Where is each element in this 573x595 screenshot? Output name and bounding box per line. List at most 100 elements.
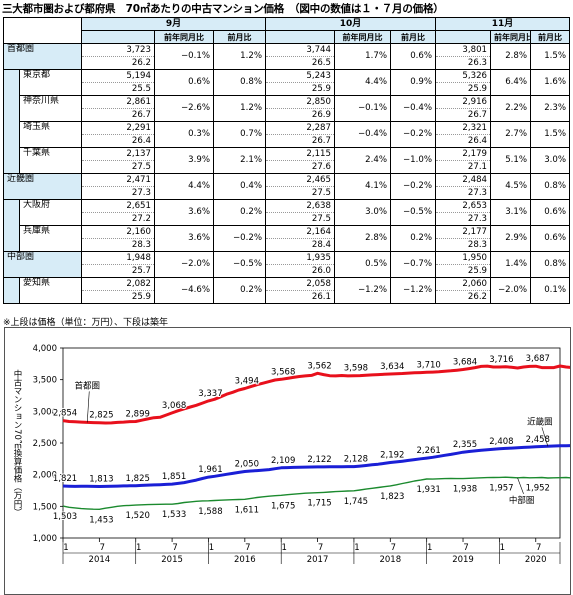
- data-label-chubu: 1,745: [344, 497, 368, 507]
- data-label-kinki: 2,050: [235, 460, 259, 470]
- building-age-value: 26.0: [265, 264, 335, 278]
- prefecture-name: 東京都: [19, 69, 82, 96]
- price-value: 2,638: [265, 199, 335, 213]
- yoy-value: 6.4%: [490, 69, 532, 96]
- table-row-age: 27.2 27.5 27.3: [4, 212, 570, 226]
- y-tick-label: 2,000: [33, 471, 57, 481]
- mom-value: 1.2%: [213, 43, 266, 70]
- series-leader-shutoken: [86, 391, 90, 423]
- yoy-value: 3.0%: [334, 199, 391, 226]
- price-value: 2,916: [435, 95, 492, 109]
- table-row-age: 26.4 26.7 26.4: [4, 134, 570, 148]
- data-label-kinki: 1,821: [53, 474, 77, 484]
- x-tick-label: 7: [318, 543, 323, 553]
- data-label-shutoken: 3,684: [453, 358, 477, 368]
- price-value: 2,321: [435, 121, 492, 135]
- x-tick-label: 7: [391, 543, 396, 553]
- mom-value: −0.2%: [389, 121, 437, 148]
- mom-value: 2.3%: [530, 95, 571, 122]
- mom-value: −0.2%: [389, 173, 437, 200]
- data-label-chubu: 1,611: [235, 505, 259, 515]
- x-tick-label: 7: [172, 543, 177, 553]
- yoy-value: −0.1%: [334, 95, 391, 122]
- x-year-label: 2015: [161, 555, 183, 565]
- yoy-value: 2.8%: [490, 43, 532, 70]
- header-yoy: 前年同月比: [490, 30, 532, 44]
- price-value: 1,935: [265, 251, 335, 265]
- data-label-kinki: 2,408: [489, 437, 513, 447]
- series-line-chubu: [62, 476, 570, 511]
- data-label-chubu: 1,453: [89, 515, 113, 525]
- data-label-chubu: 1,588: [198, 507, 222, 517]
- yoy-value: −2.0%: [154, 251, 214, 278]
- building-age-value: 27.5: [81, 160, 155, 174]
- indent-cell: [3, 95, 20, 122]
- building-age-value: 25.7: [81, 264, 155, 278]
- mom-value: 0.1%: [530, 277, 571, 304]
- mom-value: −0.5%: [389, 199, 437, 226]
- yoy-value: 3.9%: [154, 147, 214, 174]
- building-age-value: 26.4: [435, 134, 492, 148]
- price-value: 1,950: [435, 251, 492, 265]
- yoy-value: 2.9%: [490, 225, 532, 252]
- page-title: 三大都市圏および都府県 70㎡あたりの中古マンション価格 （図中の数値は１・７月…: [2, 3, 444, 15]
- building-age-value: 25.9: [435, 82, 492, 96]
- region-name: 首都圏: [3, 43, 82, 70]
- table-row: 千葉県 2,137 3.9% 2.1% 2,115 2.4% −1.0% 2,179 5.1% 3…: [3, 147, 571, 174]
- building-age-value: 25.5: [81, 82, 155, 96]
- mom-value: −0.4%: [389, 95, 437, 122]
- data-label-shutoken: 3,568: [271, 367, 295, 377]
- x-tick-label: 1: [281, 543, 286, 553]
- series-name-kinki: 近畿圏: [527, 416, 553, 427]
- yoy-value: 0.6%: [154, 69, 214, 96]
- price-table: 9月 10月 11月 前年同月比 前月比 前年同月比 前月比 前年同月比 前月比 首都圏 3,723…: [3, 17, 571, 304]
- data-label-chubu: 1,931: [416, 485, 440, 495]
- price-value: 2,850: [265, 95, 335, 109]
- data-label-chubu: 1,715: [307, 499, 331, 509]
- price-value: 2,651: [81, 199, 155, 213]
- mom-value: −0.2%: [213, 225, 266, 252]
- mom-value: −1.2%: [389, 277, 437, 304]
- x-year-label: 2014: [89, 555, 111, 565]
- prefecture-name: 愛知県: [19, 277, 82, 304]
- x-tick-label: 1: [354, 543, 359, 553]
- y-tick-label: 2,500: [33, 439, 57, 449]
- series-name-chubu: 中部圏: [509, 495, 535, 506]
- x-tick-label: 7: [100, 543, 105, 553]
- table-row-age: 28.3 28.4 28.3: [4, 238, 570, 252]
- building-age-value: 26.3: [435, 56, 492, 70]
- header-mom: 前月比: [213, 30, 266, 44]
- header-mom: 前月比: [389, 30, 437, 44]
- building-age-value: 26.2: [435, 290, 492, 304]
- table-row-age: 27.5 27.6 27.1: [4, 160, 570, 174]
- building-age-value: 27.5: [265, 186, 335, 200]
- header-blank: [3, 17, 82, 44]
- data-label-shutoken: 3,710: [416, 360, 440, 370]
- chart-container: 1,000 1,500 2,000 2,500 3,000 3,500 4,000 中古マンシ…: [4, 327, 571, 595]
- indent-cell: [3, 277, 20, 304]
- prefecture-name: 神奈川県: [19, 95, 82, 122]
- building-age-value: 27.6: [265, 160, 335, 174]
- data-label-chubu: 1,952: [526, 484, 550, 494]
- table-row: 東京都 5,194 0.6% 0.8% 5,243 4.4% 0.9% 5,326 6.4% 1.…: [3, 69, 571, 96]
- yoy-value: 2.7%: [490, 121, 532, 148]
- y-tick-label: 3,500: [33, 376, 57, 386]
- prefecture-name: 兵庫県: [19, 225, 82, 252]
- data-label-shutoken: 2,854: [53, 409, 77, 419]
- header-price-blank: [265, 30, 335, 44]
- price-value: 2,137: [81, 147, 155, 161]
- table-row-age: 26.7 26.9 26.7: [4, 108, 570, 122]
- building-age-value: 27.3: [435, 186, 492, 200]
- x-tick-label: 1: [63, 543, 68, 553]
- building-age-value: 25.9: [435, 264, 492, 278]
- mom-value: −0.7%: [389, 251, 437, 278]
- table-row-age: 25.5 25.9 25.9: [4, 82, 570, 96]
- table-row: 兵庫県 2,160 3.6% −0.2% 2,164 2.8% 0.2% 2,177 2.9% 0…: [3, 225, 571, 252]
- yoy-value: 2.8%: [334, 225, 391, 252]
- table-row: 神奈川県 2,861 −2.6% 1.2% 2,850 −0.1% −0.4% 2,916 2.…: [3, 95, 571, 122]
- data-label-chubu: 1,520: [126, 511, 150, 521]
- header-month: 10月: [264, 17, 437, 31]
- x-tick-label: 7: [536, 543, 541, 553]
- data-label-kinki: 1,961: [198, 465, 222, 475]
- price-value: 2,082: [81, 277, 155, 291]
